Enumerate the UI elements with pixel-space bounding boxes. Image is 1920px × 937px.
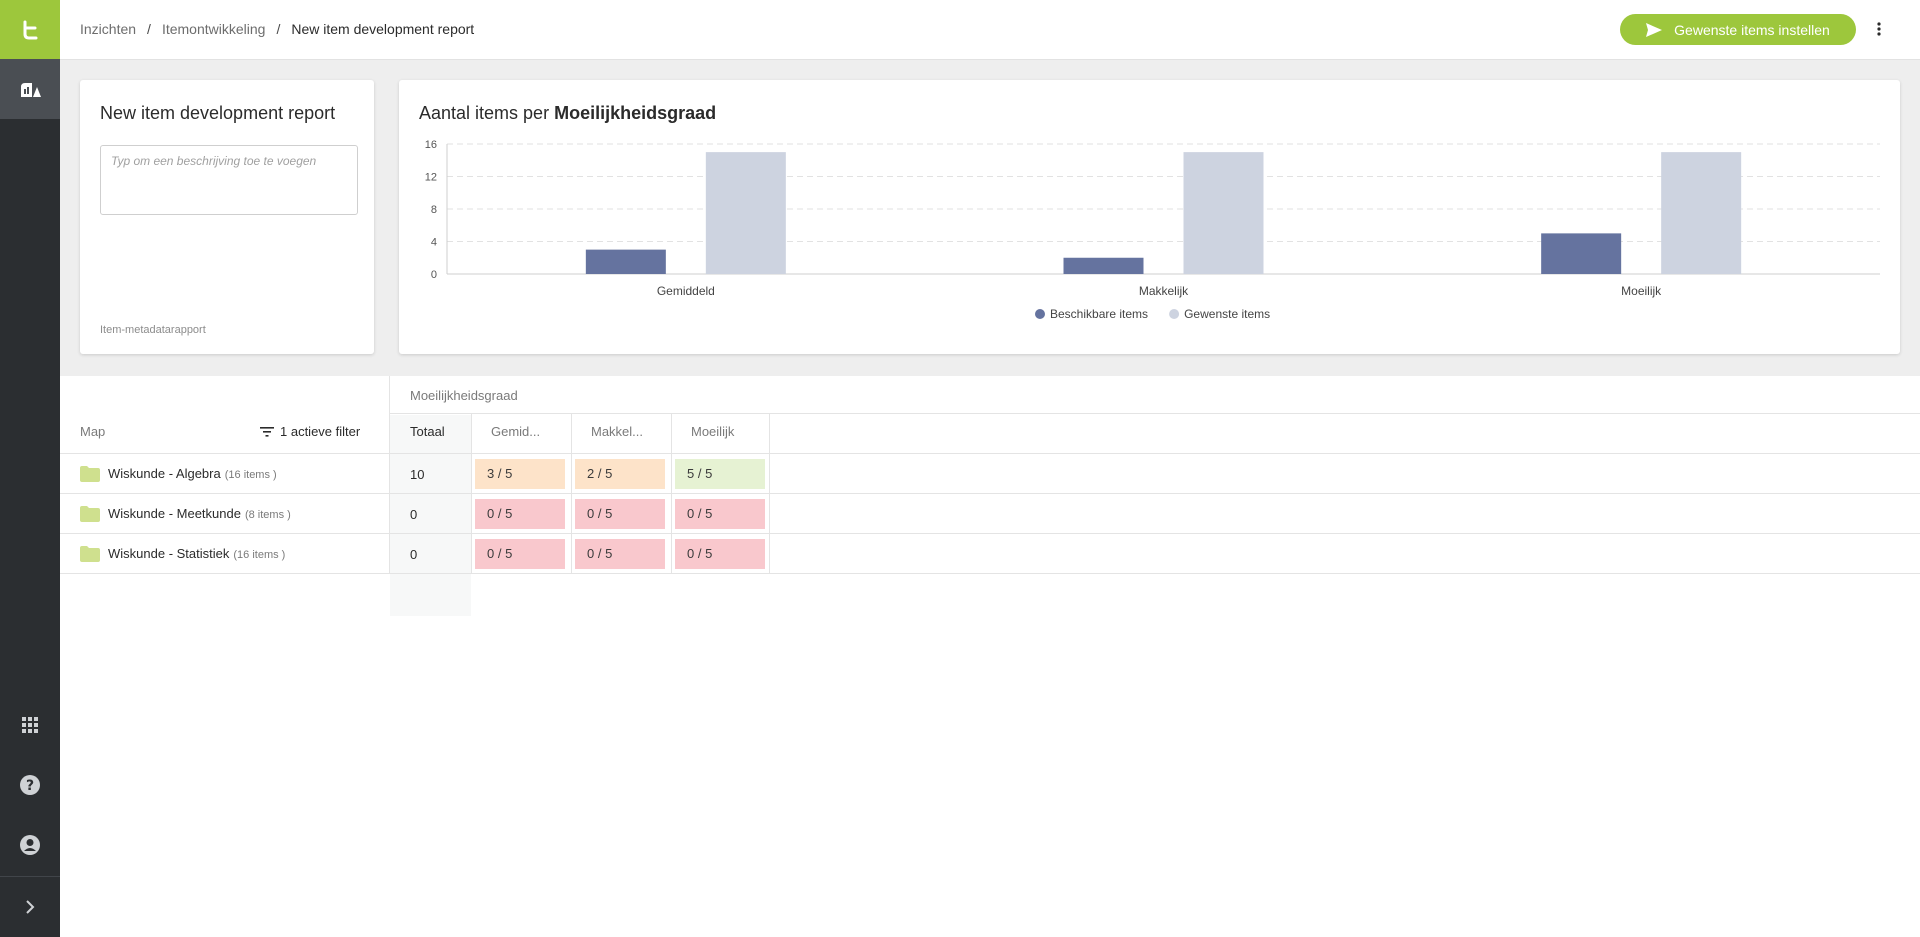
total-column-background <box>390 415 471 616</box>
report-title[interactable]: New item development report <box>100 103 336 123</box>
report-type-label: Item-metadatarapport <box>100 324 206 336</box>
sidebar-divider <box>0 876 60 877</box>
progress-cell[interactable]: 0 / 5 <box>575 499 665 529</box>
item-count: (16 items ) <box>233 549 286 561</box>
progress-cell[interactable]: 2 / 5 <box>575 459 665 489</box>
top-bar: Inzichten / Itemontwikkeling / New item deve… <box>60 0 1920 60</box>
divider <box>60 453 1920 454</box>
x-tick-label: Moeilijk <box>1621 284 1662 298</box>
divider <box>60 573 1920 574</box>
folder-icon <box>80 506 100 522</box>
svg-text:?: ? <box>26 778 34 794</box>
table-row[interactable]: Wiskunde - Statistiek (16 items ) 0 0 / 5… <box>60 534 1920 574</box>
active-filter-button[interactable]: 1 actieve filter <box>260 424 360 439</box>
account-icon[interactable] <box>0 815 60 875</box>
breadcrumb-insights[interactable]: Inzichten <box>80 21 137 37</box>
report-overview: New item development report Typ om een b… <box>60 60 1920 376</box>
breadcrumb-current: New item development report <box>291 21 475 37</box>
divider <box>571 414 572 573</box>
bar-chart: 0 4 8 12 16 Gemiddeld Makkelijk Moeilijk Beschik… <box>425 139 1880 321</box>
divider <box>390 413 1920 414</box>
folder-title: Wiskunde - Algebra <box>108 466 221 481</box>
breadcrumb-item-development[interactable]: Itemontwikkeling <box>161 21 266 37</box>
logo-icon[interactable] <box>0 0 60 59</box>
chart-title: Aantal items per Moeilijkheidsgraad <box>419 103 716 124</box>
folder-icon <box>80 546 100 562</box>
breadcrumb-separator: / <box>276 21 281 37</box>
folder-title: Wiskunde - Meetkunde <box>108 506 241 521</box>
send-icon <box>1646 22 1663 37</box>
chart-card: Aantal items per Moeilijkheidsgraad 0 4 8 1… <box>399 80 1900 354</box>
insights-icon[interactable] <box>0 59 60 119</box>
divider <box>60 493 1920 494</box>
folder-name: Wiskunde - Algebra (16 items ) <box>108 466 277 481</box>
y-tick-label: 12 <box>425 172 437 184</box>
folder-name: Wiskunde - Statistiek (16 items ) <box>108 546 285 561</box>
divider <box>60 533 1920 534</box>
active-filter-label: 1 actieve filter <box>280 424 361 439</box>
folder-icon <box>80 466 100 482</box>
progress-cell[interactable]: 0 / 5 <box>475 539 565 569</box>
breadcrumb: Inzichten / Itemontwikkeling / New item deve… <box>80 21 474 37</box>
map-column-header[interactable]: Map <box>80 424 106 439</box>
table-row[interactable]: Wiskunde - Algebra (16 items ) 10 3 / 5 2… <box>60 454 1920 494</box>
y-tick-label: 0 <box>431 269 437 281</box>
sidebar: ? <box>0 0 60 937</box>
total-value: 10 <box>410 467 425 482</box>
progress-cell[interactable]: 0 / 5 <box>675 499 765 529</box>
legend-marker <box>1035 309 1045 319</box>
easy-column-header[interactable]: Makkel... <box>591 424 644 439</box>
difficulty-table: Moeilijkheidsgraad Map 1 actieve filter … <box>60 376 1920 937</box>
bar-desired <box>705 152 786 274</box>
more-options-icon[interactable] <box>1870 16 1888 42</box>
legend-label: Beschikbare items <box>1050 307 1148 321</box>
divider <box>389 376 390 573</box>
report-info-card: New item development report Typ om een b… <box>80 80 374 354</box>
folder-name: Wiskunde - Meetkunde (8 items ) <box>108 506 291 521</box>
breadcrumb-separator: / <box>147 21 151 37</box>
progress-cell[interactable]: 5 / 5 <box>675 459 765 489</box>
bar-available <box>1541 233 1622 274</box>
total-value: 0 <box>410 507 418 522</box>
y-tick-label: 8 <box>431 204 437 216</box>
x-tick-label: Gemiddeld <box>657 284 715 298</box>
help-icon[interactable]: ? <box>0 755 60 815</box>
table-row[interactable]: Wiskunde - Meetkunde (8 items ) 0 0 / 5 0… <box>60 494 1920 534</box>
total-column-header[interactable]: Totaal <box>410 424 445 439</box>
chart-title-prefix: Aantal items per <box>419 103 550 123</box>
bar-desired <box>1183 152 1264 274</box>
set-desired-items-button[interactable]: Gewenste items instellen <box>1620 14 1856 45</box>
y-tick-label: 4 <box>431 237 437 249</box>
apps-grid-icon[interactable] <box>0 695 60 755</box>
description-input[interactable]: Typ om een beschrijving toe te voegen <box>100 145 358 215</box>
legend-label: Gewenste items <box>1184 307 1270 321</box>
bar-available <box>585 249 666 274</box>
divider <box>769 414 770 573</box>
item-count: (16 items ) <box>224 469 277 481</box>
difficult-column-header[interactable]: Moeilijk <box>691 424 735 439</box>
bar-available <box>1063 257 1144 274</box>
set-desired-items-label: Gewenste items instellen <box>1674 21 1830 38</box>
chart-title-dimension: Moeilijkheidsgraad <box>554 103 717 123</box>
progress-cell[interactable]: 0 / 5 <box>475 499 565 529</box>
progress-cell[interactable]: 0 / 5 <box>675 539 765 569</box>
expand-chevron-icon[interactable] <box>0 877 60 937</box>
column-group-header: Moeilijkheidsgraad <box>410 388 518 403</box>
folder-title: Wiskunde - Statistiek <box>108 546 230 561</box>
bar-desired <box>1661 152 1742 274</box>
x-tick-label: Makkelijk <box>1139 284 1189 298</box>
divider <box>471 414 472 573</box>
item-count: (8 items ) <box>244 509 291 521</box>
progress-cell[interactable]: 3 / 5 <box>475 459 565 489</box>
filter-icon <box>260 426 274 437</box>
progress-cell[interactable]: 0 / 5 <box>575 539 665 569</box>
y-tick-label: 16 <box>425 139 437 151</box>
total-value: 0 <box>410 547 418 562</box>
average-column-header[interactable]: Gemid... <box>491 424 541 439</box>
divider <box>671 414 672 573</box>
legend-marker <box>1169 309 1180 319</box>
